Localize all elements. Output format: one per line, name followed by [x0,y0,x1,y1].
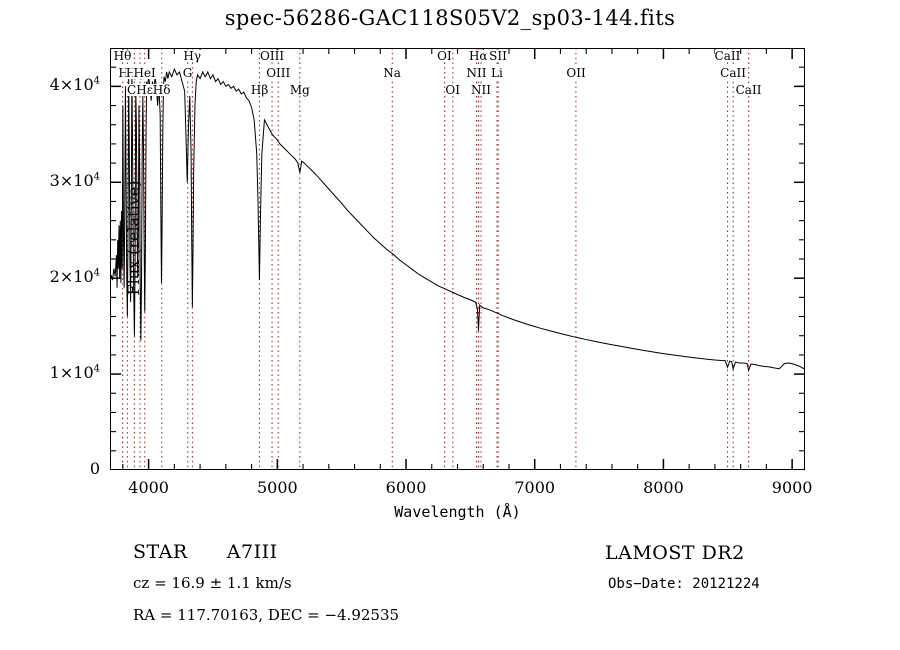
x-tick-label: 6000 [385,478,427,497]
line-label: Hθ [113,49,132,63]
line-label: OI [445,83,460,97]
y-tick-label: 1×104 [49,363,100,383]
line-label: Na [383,66,401,80]
x-tick-label: 5000 [256,478,298,497]
object-type-label: STAR A7III [133,541,278,563]
x-tick-label: 9000 [771,478,813,497]
observation-date: Obs−Date: 20121224 [608,576,760,592]
spectrum-trace [110,67,805,372]
coordinates: RA = 117.70163, DEC = −4.92535 [133,606,400,624]
plot-frame [110,48,805,470]
y-axis-title: Flux (relative) [124,180,143,296]
line-label: Hβ [250,83,269,97]
y-tick-label: 2×104 [49,267,100,287]
object-type-value: STAR [133,541,188,563]
line-label: Li [491,66,503,80]
x-tick-label: 7000 [514,478,556,497]
line-label: Hγ [183,49,201,63]
line-label: OI [437,49,452,63]
spectral-class-value: A7III [226,541,278,563]
redshift-velocity: cz = 16.9 ± 1.1 km/s [133,574,292,592]
y-tick-label: 3×104 [49,171,100,191]
line-label: Hα [468,49,488,63]
line-label: CaII [714,49,741,63]
line-label: OIII [260,49,285,63]
line-label: Mg [289,83,310,97]
line-label: Hε [136,83,153,97]
x-tick-label: 8000 [643,478,684,497]
line-label: OII [566,66,586,80]
line-label: NII [471,83,492,97]
x-tick-label: 4000 [128,478,169,497]
x-axis-title: Wavelength (Å) [394,503,521,521]
y-tick-label: 4×104 [49,75,100,95]
survey-name: LAMOST DR2 [605,542,745,564]
line-label: OIII [266,66,291,80]
line-label: CaII [735,83,762,97]
line-label: SII [489,49,507,63]
spectrum-canvas [110,48,805,470]
line-label: HeI [133,66,156,80]
line-label: CaII [720,66,746,80]
line-label: Hδ [152,83,171,97]
line-label: NII [466,66,487,80]
page-title: spec-56286-GAC118S05V2_sp03-144.fits [224,6,676,30]
plot-area: HθHηCaIIHζHeIHεHδHγGHβOIIIOIIIMgNaOIOIHα… [50,48,812,521]
y-tick-label: 0 [89,459,100,478]
line-label: G [182,66,193,80]
